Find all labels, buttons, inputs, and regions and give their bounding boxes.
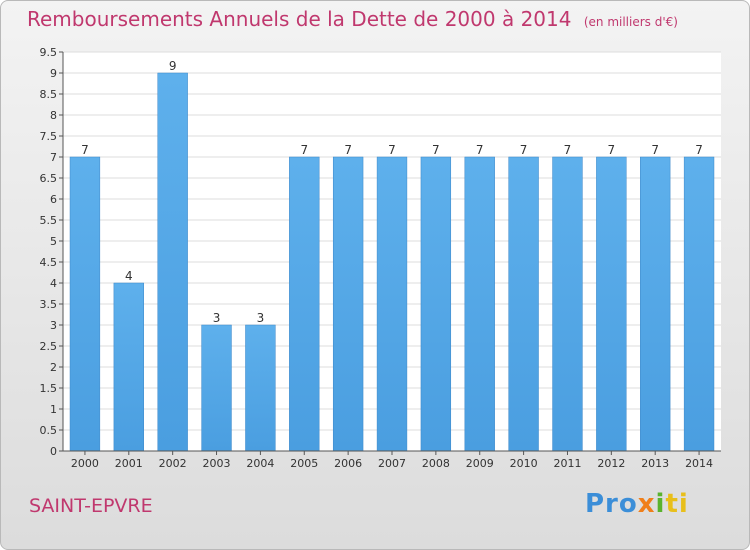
x-tick-label: 2003 [203,457,231,470]
y-tick-label: 8.5 [40,88,58,101]
y-tick-label: 3.5 [40,298,58,311]
bar [69,156,101,452]
y-tick-label: 5 [50,235,57,248]
bar [464,156,495,452]
y-tick-label: 6 [50,193,57,206]
bar-data-label: 7 [344,143,352,157]
bar-data-label: 7 [388,143,396,157]
chart-title-text: Remboursements Annuels de la Dette de 20… [27,7,572,31]
x-tick-label: 2008 [422,457,450,470]
bar [376,156,408,452]
chart-title: Remboursements Annuels de la Dette de 20… [27,7,678,31]
y-tick-label: 6.5 [40,172,58,185]
bar-data-label: 7 [608,143,616,157]
x-tick-label: 2000 [71,457,99,470]
bar-data-label: 7 [564,143,572,157]
bar-data-label: 7 [81,143,89,157]
y-tick-label: 5.5 [40,214,58,227]
bar [683,156,715,452]
y-tick-label: 4.5 [40,256,58,269]
y-tick-label: 8 [50,109,57,122]
logo-part-2: x [637,489,656,519]
bar-data-label: 7 [476,143,484,157]
proxiti-logo[interactable]: Proxiti [585,489,689,519]
bar-data-label: 7 [300,143,308,157]
x-tick-label: 2014 [685,457,713,470]
x-tick-label: 2011 [553,457,581,470]
commune-name: SAINT-EPVRE [29,495,153,517]
x-tick-label: 2013 [641,457,669,470]
x-tick-label: 2009 [466,457,494,470]
bar [508,156,539,452]
bar [157,72,188,452]
bar [113,282,144,452]
axes [59,51,721,455]
bars [69,72,715,452]
bar-data-label: 4 [125,269,133,283]
x-tick-label: 2001 [115,457,143,470]
x-tick-label: 2007 [378,457,406,470]
bar-data-label: 7 [520,143,528,157]
bar [289,156,320,452]
bar [552,156,583,452]
y-tick-label: 4 [50,277,57,290]
x-tick-label: 2010 [510,457,538,470]
bar [596,156,627,452]
y-tick-label: 2.5 [40,340,58,353]
bar [420,156,452,452]
x-tick-label: 2006 [334,457,362,470]
x-tick-label: 2004 [246,457,274,470]
bar [640,156,671,452]
y-tick-label: 9 [50,67,57,80]
y-tick-label: 1 [50,403,57,416]
logo-part-1: Pro [585,489,638,519]
y-tick-label: 7.5 [40,130,58,143]
logo-part-3: i [655,489,666,519]
bar-data-label: 7 [695,143,703,157]
bar [201,324,232,452]
bar [332,156,364,452]
x-tick-label: 2005 [290,457,318,470]
logo-part-4: ti [665,489,689,519]
bar-data-label: 3 [257,311,265,325]
labels: 0 0.5 1 1.5 2 2.5 3 3.5 4 4.5 5 5.5 6 6.5 7 7.5 8 8.5 9 9.5… [40,46,714,470]
bar-data-label: 9 [169,59,177,73]
y-tick-label: 3 [50,319,57,332]
x-tick-label: 2012 [597,457,625,470]
y-tick-label: 0.5 [40,424,58,437]
x-tick-label: 2002 [159,457,187,470]
y-tick-label: 0 [50,445,57,458]
chart-subtitle: (en milliers d'€) [583,15,678,29]
y-tick-label: 7 [50,151,57,164]
y-tick-label: 9.5 [40,46,58,59]
y-tick-label: 2 [50,361,57,374]
bar-data-label: 7 [651,143,659,157]
bar-data-label: 7 [432,143,440,157]
y-tick-label: 1.5 [40,382,58,395]
bar-data-label: 3 [213,311,221,325]
bar [245,324,276,452]
